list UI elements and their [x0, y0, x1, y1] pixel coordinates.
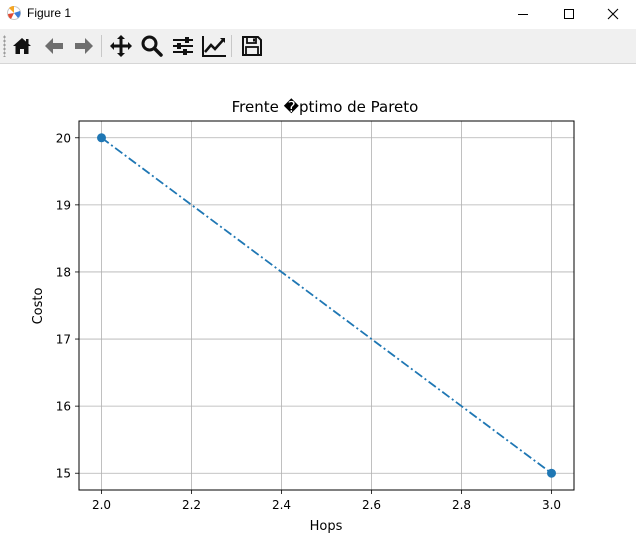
save-button[interactable]: [238, 32, 266, 60]
forward-button[interactable]: [70, 32, 98, 60]
x-tick-label: 2.0: [92, 498, 111, 512]
figure-canvas[interactable]: Frente �ptimo de Pareto 2.0 2.2 2.4 2.6 2.8 3…: [0, 64, 636, 541]
pareto-chart: Frente �ptimo de Pareto 2.0 2.2 2.4 2.6 2.8 3…: [31, 98, 575, 534]
x-tick-label: 2.2: [182, 498, 201, 512]
y-tick-label: 15: [56, 467, 71, 481]
data-point-marker: [547, 468, 556, 478]
magnifier-icon: [141, 35, 163, 57]
data-point-marker: [97, 133, 106, 143]
toolbar-separator: [101, 35, 102, 57]
series-group: [97, 133, 556, 478]
home-button[interactable]: [8, 32, 36, 60]
maximize-icon: [564, 9, 574, 19]
y-tick-label: 19: [56, 198, 71, 212]
home-icon: [13, 38, 31, 54]
y-tick-label: 20: [56, 131, 71, 145]
y-tick-label: 17: [56, 333, 71, 347]
chart-title: Frente �ptimo de Pareto: [232, 98, 419, 116]
matplotlib-icon: [7, 5, 21, 20]
arrow-left-icon: [45, 38, 63, 54]
pan-button[interactable]: [107, 32, 135, 60]
configure-subplots-button[interactable]: [169, 32, 197, 60]
edit-axis-button[interactable]: [200, 32, 228, 60]
floppy-disk-icon: [242, 36, 262, 56]
axes-frame: [78, 120, 575, 491]
line-chart-icon: [202, 36, 226, 57]
y-tick-label: 16: [56, 400, 71, 414]
grid: [79, 121, 574, 490]
minimize-icon: [518, 14, 528, 15]
series-line: [100, 137, 553, 474]
navigation-toolbar: [0, 29, 636, 64]
x-tick-label: 2.4: [272, 498, 291, 512]
minimize-button[interactable]: [500, 0, 546, 28]
sliders-icon: [173, 37, 193, 55]
x-tick-label: 3.0: [542, 498, 561, 512]
x-tick-label: 2.6: [362, 498, 381, 512]
toolbar-grip[interactable]: [3, 35, 6, 57]
x-tick-label: 2.8: [452, 498, 471, 512]
y-axis-label: Costo: [31, 288, 46, 325]
x-axis-ticks: 2.0 2.2 2.4 2.6 2.8 3.0: [92, 490, 561, 512]
x-axis-label: Hops: [310, 519, 343, 534]
window-title-bar: Figure 1: [0, 0, 636, 28]
move-icon: [110, 35, 132, 57]
toolbar-separator: [231, 35, 232, 57]
close-icon: [607, 8, 619, 20]
zoom-button[interactable]: [138, 32, 166, 60]
arrow-right-icon: [75, 38, 93, 54]
y-axis-ticks: 15 16 17 18 19 20: [56, 131, 79, 481]
back-button[interactable]: [40, 32, 68, 60]
close-button[interactable]: [590, 0, 636, 28]
y-tick-label: 18: [56, 265, 71, 279]
maximize-button[interactable]: [546, 0, 592, 28]
window-title: Figure 1: [27, 6, 72, 20]
